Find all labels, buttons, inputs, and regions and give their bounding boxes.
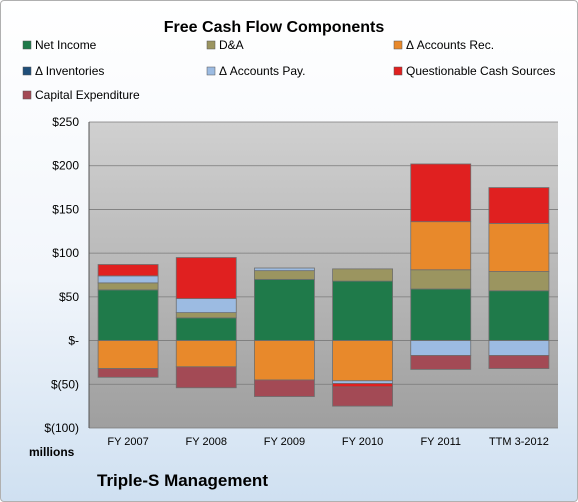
- bar-capital-expenditure-fy-2007: [97, 368, 159, 378]
- y-tick-label: $250: [52, 115, 79, 129]
- bar-capital-expenditure-fy-2008: [175, 366, 237, 389]
- bar-capital-expenditure-fy-2009: [254, 379, 315, 397]
- legend-label-accounts-rec: Δ Accounts Rec.: [406, 38, 494, 52]
- bar-accounts-pay-fy-2009: [254, 267, 315, 272]
- bar-questionable-cash-sources-fy-2011: [410, 163, 472, 223]
- legend-label-d-a: D&A: [219, 38, 244, 52]
- bar-capital-expenditure-fy-2011: [410, 355, 472, 370]
- y-tick-label: $150: [52, 202, 79, 216]
- bar-questionable-cash-sources-fy-2007: [97, 264, 159, 277]
- bar-d-a-fy-2011: [410, 269, 472, 290]
- bar-accounts-pay-fy-2011: [410, 340, 472, 356]
- y-tick-label: $-: [68, 334, 79, 348]
- y-tick-label: $(50): [51, 377, 79, 391]
- legend-label-accounts-pay: Δ Accounts Pay.: [219, 64, 306, 78]
- y-unit-label: millions: [29, 445, 75, 459]
- bar-accounts-rec-fy-2007: [97, 340, 159, 369]
- legend-swatch-d-a: [206, 40, 216, 50]
- bar-accounts-rec-fy-2010: [332, 340, 393, 382]
- legend-swatch-accounts-rec: [393, 40, 403, 50]
- plot-area: [89, 122, 558, 428]
- bar-net-income-fy-2008: [175, 317, 237, 341]
- bar-net-income-fy-2011: [410, 288, 472, 341]
- legend-swatch-inventories: [22, 66, 32, 76]
- bar-capital-expenditure-fy-2010: [332, 386, 393, 407]
- bar-accounts-rec-fy-2011: [410, 221, 472, 271]
- bar-d-a-fy-2010: [332, 268, 393, 282]
- y-tick-label: $100: [52, 246, 79, 260]
- legend-swatch-accounts-pay: [206, 66, 216, 76]
- x-tick-label: FY 2007: [107, 436, 148, 448]
- legend-label-net-income: Net Income: [35, 38, 97, 52]
- chart-title: Free Cash Flow Components: [164, 19, 385, 36]
- bar-accounts-pay-fy-2007: [97, 275, 159, 284]
- x-tick-label: FY 2008: [186, 436, 227, 448]
- bar-d-a-fy-2008: [175, 312, 237, 319]
- bar-accounts-rec-ttm-3-2012: [488, 223, 550, 272]
- bar-accounts-pay-ttm-3-2012: [488, 340, 550, 356]
- bar-capital-expenditure-ttm-3-2012: [488, 355, 550, 369]
- x-tick-label: FY 2009: [264, 436, 305, 448]
- y-tick-label: $200: [52, 159, 79, 173]
- bar-accounts-rec-fy-2009: [254, 340, 315, 381]
- legend-label-questionable-cash-sources: Questionable Cash Sources: [406, 64, 555, 78]
- bar-net-income-fy-2009: [254, 278, 315, 341]
- legend-label-capital-expenditure: Capital Expenditure: [35, 88, 140, 102]
- x-tick-label: FY 2011: [420, 436, 461, 448]
- company-name: Triple-S Management: [97, 471, 268, 490]
- bar-d-a-ttm-3-2012: [488, 271, 550, 292]
- bar-d-a-fy-2009: [254, 270, 315, 280]
- legend-swatch-questionable-cash-sources: [393, 66, 403, 76]
- bar-d-a-fy-2007: [97, 282, 159, 291]
- legend-label-inventories: Δ Inventories: [35, 64, 104, 78]
- legend-swatch-capital-expenditure: [22, 90, 32, 100]
- bar-accounts-rec-fy-2008: [175, 340, 237, 368]
- bar-questionable-cash-sources-ttm-3-2012: [488, 187, 550, 224]
- bar-net-income-fy-2010: [332, 280, 393, 341]
- x-tick-label: TTM 3-2012: [489, 436, 549, 448]
- bar-net-income-fy-2007: [97, 289, 159, 341]
- y-tick-label: $50: [59, 290, 79, 304]
- x-tick-label: FY 2010: [342, 436, 383, 448]
- bar-questionable-cash-sources-fy-2008: [175, 257, 237, 300]
- legend-swatch-net-income: [22, 40, 32, 50]
- y-tick-label: $(100): [44, 421, 79, 435]
- bar-questionable-cash-sources-fy-2010: [332, 383, 393, 388]
- bar-accounts-pay-fy-2008: [175, 298, 237, 313]
- bar-net-income-ttm-3-2012: [488, 290, 550, 341]
